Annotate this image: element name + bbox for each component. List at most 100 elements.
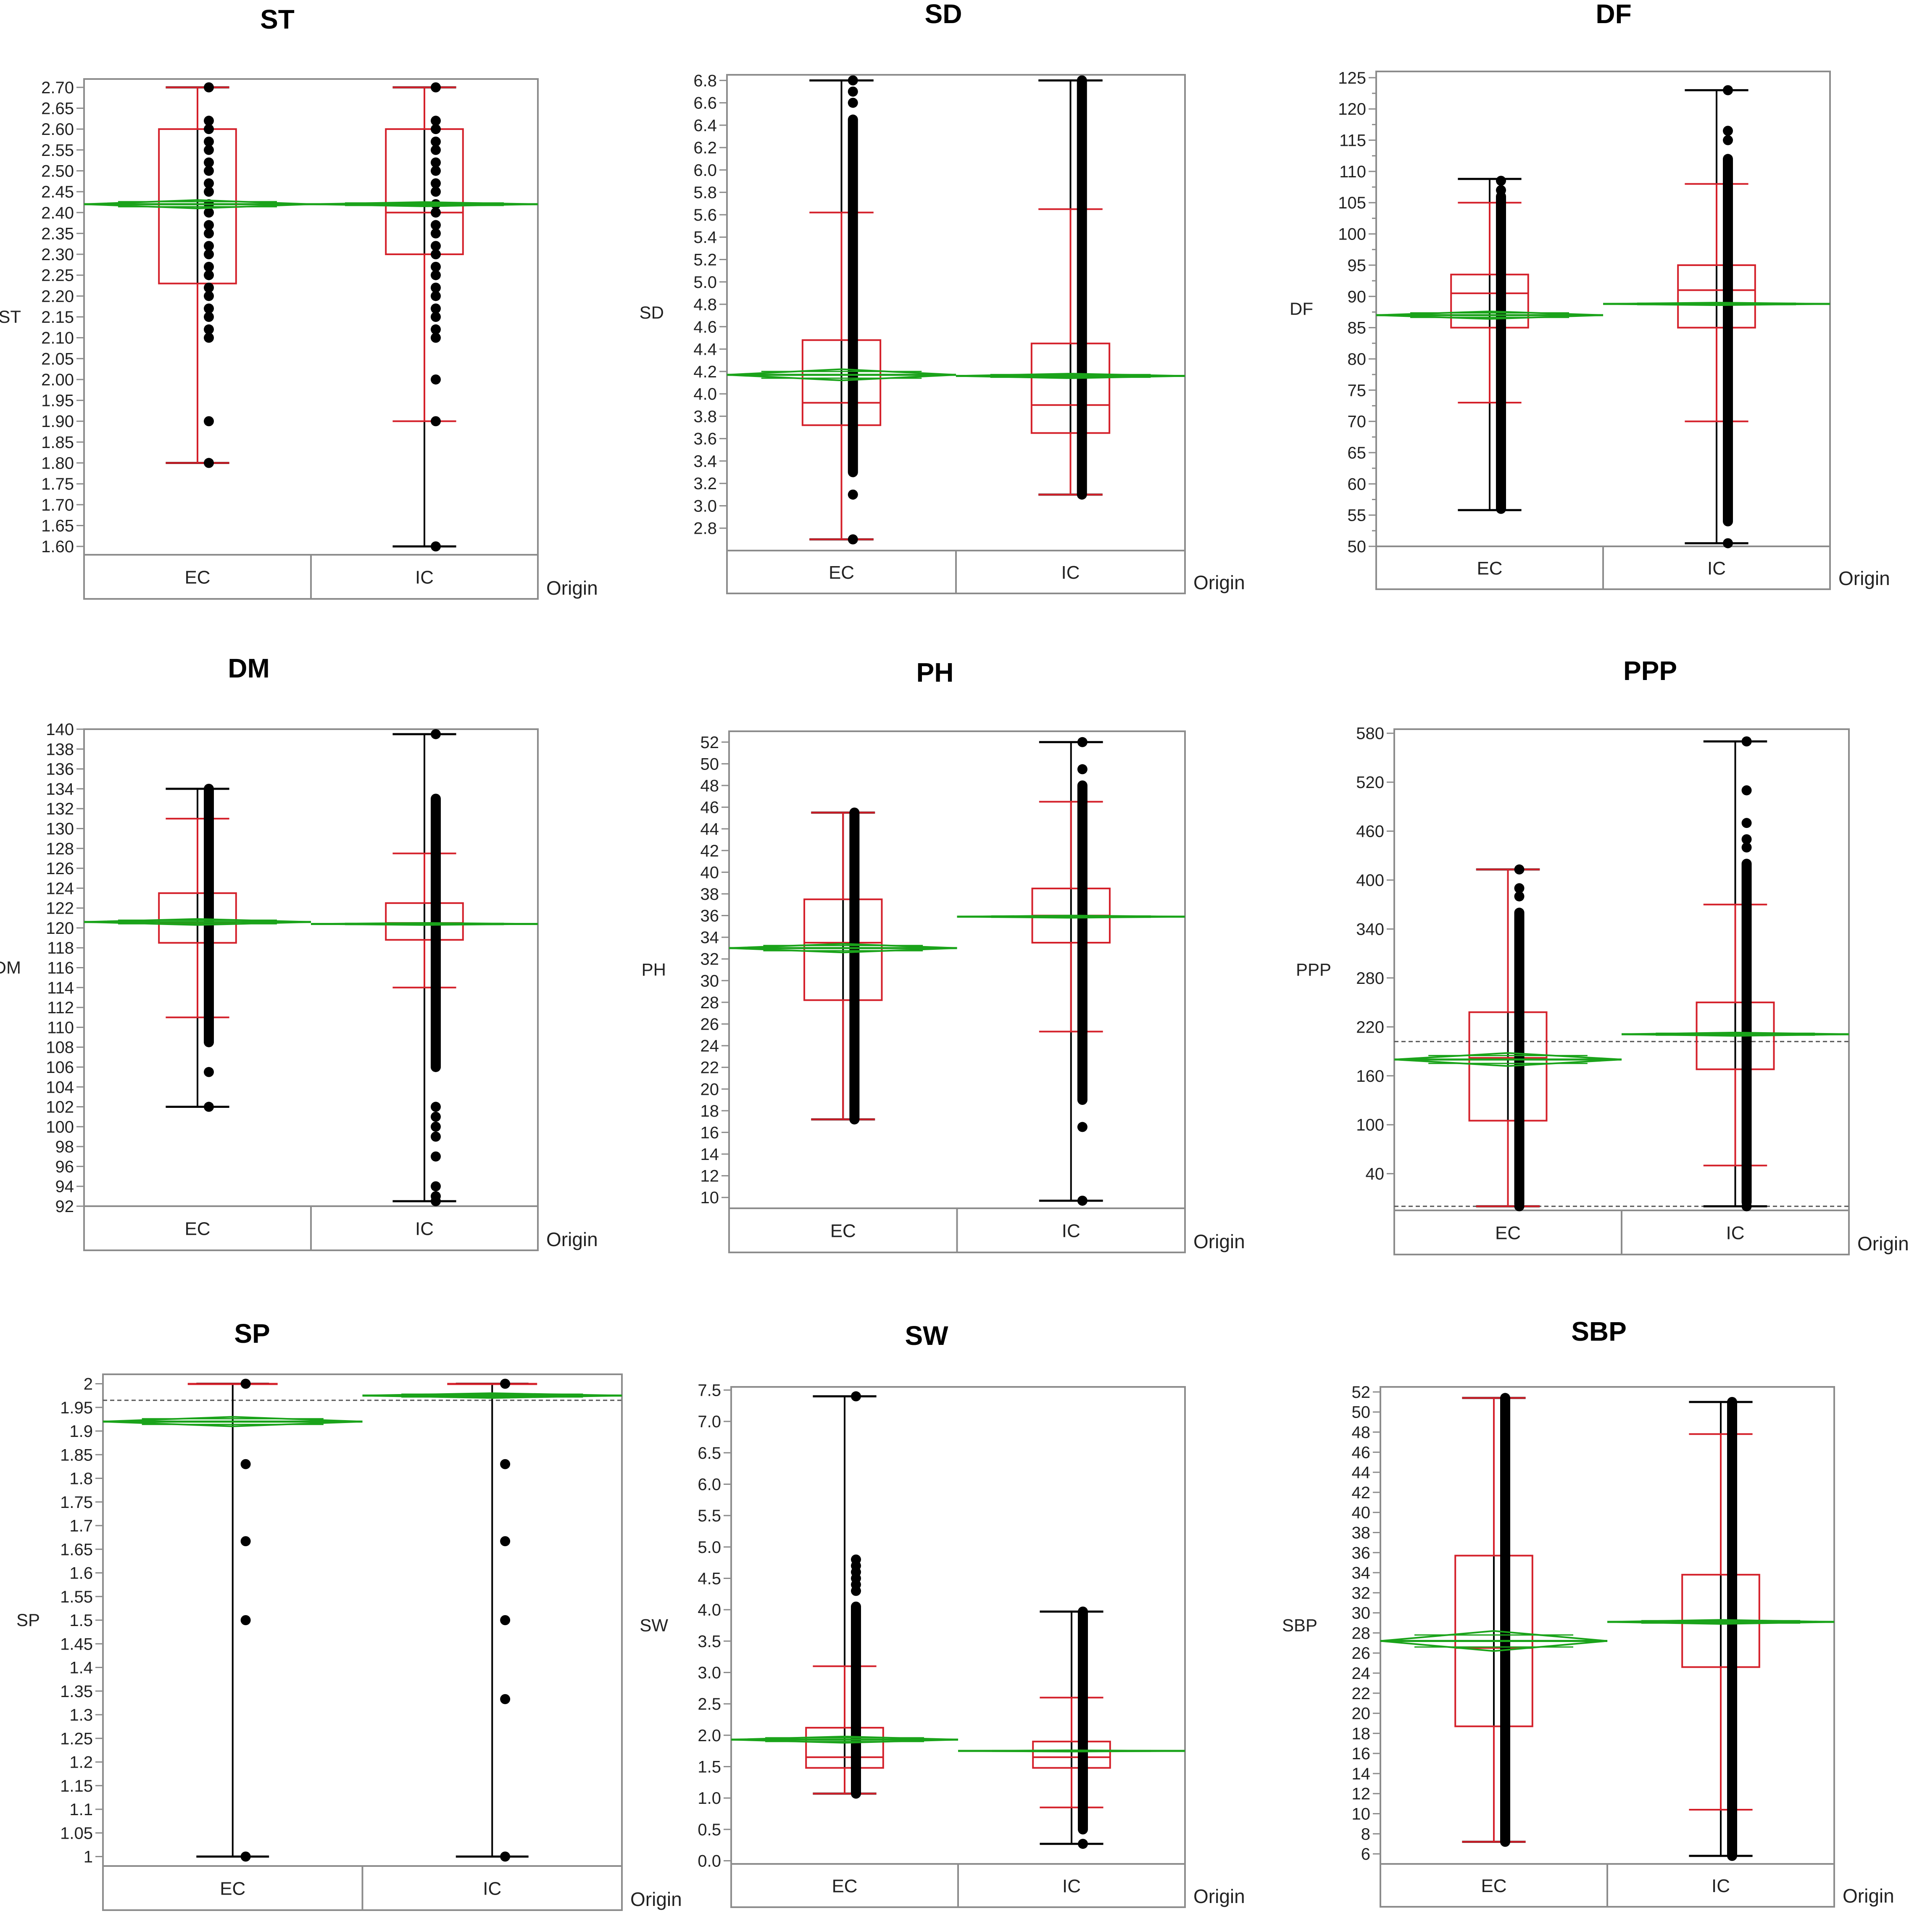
y-tick-label: 48 <box>700 777 719 795</box>
y-tick-label: 7.0 <box>698 1413 721 1431</box>
data-point <box>1741 785 1752 796</box>
category-label-ec: EC <box>832 1876 857 1897</box>
data-point <box>431 1131 441 1142</box>
y-tick-label: 52 <box>1352 1383 1371 1402</box>
data-point <box>431 261 441 272</box>
y-tick-label: 8 <box>1361 1825 1370 1843</box>
quartile-box <box>805 1726 884 1769</box>
y-tick-label: 16 <box>1352 1745 1371 1763</box>
series-ic <box>958 1606 1185 1849</box>
point-cluster <box>1727 1397 1737 1861</box>
y-tick-label: 0.0 <box>698 1852 721 1871</box>
y-tick-label: 3.6 <box>693 430 717 448</box>
y-tick-label: 4.8 <box>693 295 717 314</box>
data-point <box>204 1102 214 1112</box>
series-ec <box>103 1378 363 1862</box>
point-cluster <box>848 114 858 477</box>
y-tick-label: 1.25 <box>60 1729 93 1748</box>
panel-sbp: SBP6810121416182022242628303234363840424… <box>1282 1316 1894 1908</box>
y-tick-label: 24 <box>1352 1664 1371 1683</box>
y-tick-label: 60 <box>1348 475 1367 493</box>
y-tick-label: 140 <box>46 720 74 739</box>
y-tick-label: 55 <box>1348 506 1367 525</box>
y-tick-label: 1.5 <box>698 1758 721 1776</box>
data-point <box>431 541 441 552</box>
y-tick-label: 95 <box>1348 256 1367 275</box>
data-point <box>204 270 214 280</box>
y-tick-label: 2.60 <box>41 120 74 139</box>
y-tick-label: 5.2 <box>693 250 717 269</box>
y-tick-label: 126 <box>46 859 74 878</box>
data-point <box>431 303 441 314</box>
plot-frame <box>728 730 1186 1209</box>
data-point <box>431 312 441 322</box>
y-tick-label: 136 <box>46 760 74 779</box>
series-ic <box>1607 1397 1835 1861</box>
y-tick-label: 122 <box>46 899 74 918</box>
y-tick-label: 18 <box>1352 1724 1371 1743</box>
quartile-box <box>1450 274 1529 329</box>
y-tick-label: 94 <box>55 1178 74 1196</box>
panel-sp: SP 1 1.05 1.1 1.15 1.2 1.25 1.3 1.35 1.4 1.45 1.5 1.… <box>16 1318 682 1911</box>
data-point <box>431 116 441 126</box>
y-axis-label: PPP <box>1296 960 1331 980</box>
y-tick-label: 1.65 <box>60 1540 93 1559</box>
y-tick-label: 2.25 <box>41 266 74 285</box>
y-tick-label: 2.05 <box>41 350 74 368</box>
category-label-ic: IC <box>1061 562 1080 583</box>
y-tick-label: 100 <box>1356 1116 1384 1134</box>
data-point <box>240 1851 251 1862</box>
y-axis-label: DM <box>0 958 21 978</box>
plot-frame <box>1393 728 1850 1211</box>
y-tick-label: 124 <box>46 879 74 898</box>
data-point <box>500 1378 511 1389</box>
category-label-ic: IC <box>483 1879 501 1899</box>
y-tick-label: 1.05 <box>60 1824 93 1842</box>
data-point <box>431 332 441 343</box>
category-label-ic: IC <box>1062 1221 1080 1241</box>
category-label-ec: EC <box>220 1879 245 1899</box>
y-tick-label: 1.85 <box>41 433 74 452</box>
data-point <box>204 136 214 147</box>
y-tick-label: 28 <box>700 994 719 1012</box>
y-tick-label: 118 <box>47 939 74 957</box>
y-tick-label: 125 <box>1338 69 1366 87</box>
series-ic <box>311 82 538 552</box>
y-tick-label: 20 <box>1352 1705 1371 1723</box>
data-point <box>431 136 441 147</box>
y-tick-label: 46 <box>1352 1443 1371 1462</box>
quartile-box <box>158 892 237 944</box>
y-tick-label: 128 <box>46 840 74 858</box>
y-tick-label: 340 <box>1356 920 1384 938</box>
quartile-box <box>1468 1011 1548 1122</box>
panel-st: ST 1.60 1.65 1.70 1.75 1.80 1.85 1.90 1.95 2.00 2.… <box>0 4 598 600</box>
y-tick-label: 34 <box>1352 1564 1371 1582</box>
quartile-box <box>385 128 464 256</box>
series-ic <box>957 737 1185 1206</box>
data-point <box>431 270 441 280</box>
y-tick-label: 38 <box>700 885 719 904</box>
y-tick-label: 0.5 <box>698 1821 721 1839</box>
category-label-ec: EC <box>1477 558 1502 579</box>
y-tick-label: 120 <box>1338 100 1366 119</box>
data-point <box>204 124 214 134</box>
point-cluster <box>1723 154 1733 527</box>
data-point <box>431 1181 441 1191</box>
y-axis-label: SBP <box>1282 1616 1317 1635</box>
y-tick-label: 2.40 <box>41 204 74 222</box>
data-point <box>431 220 441 230</box>
quartile-box <box>385 902 464 941</box>
data-point <box>1496 176 1506 186</box>
data-point <box>204 178 214 189</box>
y-tick-label: 30 <box>700 972 719 990</box>
y-tick-label: 2.00 <box>41 371 74 389</box>
data-point <box>204 207 214 218</box>
chart-title: PH <box>916 657 954 688</box>
y-tick-label: 102 <box>46 1098 74 1117</box>
data-point <box>431 374 441 385</box>
y-tick-label: 1.9 <box>69 1422 93 1441</box>
y-tick-label: 138 <box>46 740 74 759</box>
data-point <box>204 416 214 427</box>
y-tick-label: 38 <box>1352 1523 1371 1542</box>
data-point <box>204 220 214 230</box>
